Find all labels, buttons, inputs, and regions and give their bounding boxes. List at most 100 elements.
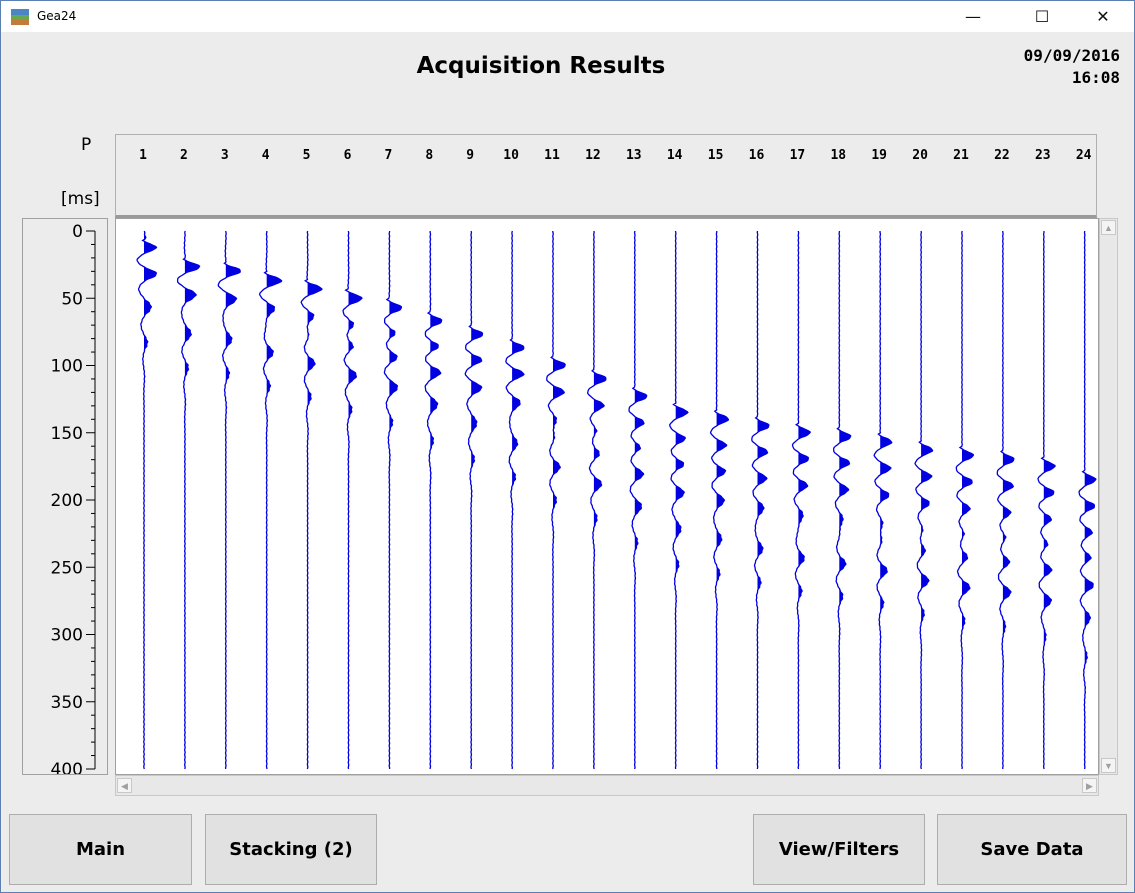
channel-label: 8 bbox=[425, 148, 434, 163]
trace-line bbox=[832, 230, 847, 770]
time-label: 16:08 bbox=[1071, 68, 1120, 87]
trace-line bbox=[217, 230, 234, 770]
y-tick-label: 250 bbox=[51, 558, 83, 578]
scroll-down-icon[interactable]: ▼ bbox=[1101, 758, 1116, 773]
trace-fill bbox=[144, 231, 158, 769]
y-tick-label: 300 bbox=[51, 626, 83, 646]
time-axis-panel: 0 50 100 150 200 250 300 350 400 bbox=[22, 218, 108, 775]
trace-line bbox=[546, 230, 561, 769]
channel-label: 19 bbox=[871, 148, 888, 163]
maximize-button[interactable]: ☐ bbox=[1034, 7, 1050, 26]
trace-fill bbox=[225, 231, 241, 769]
trace-fill bbox=[634, 231, 648, 769]
trace-fill bbox=[266, 231, 283, 769]
app-logo-icon bbox=[11, 9, 29, 25]
channel-label: 15 bbox=[707, 148, 724, 163]
trace-line bbox=[424, 230, 437, 770]
channel-header-box bbox=[115, 134, 1097, 218]
channel-label: 23 bbox=[1034, 148, 1051, 163]
trace-fill bbox=[593, 231, 607, 769]
channel-label: 4 bbox=[261, 148, 270, 163]
y-tick-label: 150 bbox=[51, 424, 83, 444]
channel-label: 11 bbox=[544, 148, 560, 163]
channel-label: 12 bbox=[585, 148, 601, 163]
trace-line bbox=[342, 230, 357, 770]
channel-label: 22 bbox=[994, 148, 1010, 163]
channel-label: 1 bbox=[139, 148, 147, 163]
save-data-button[interactable]: Save Data bbox=[937, 814, 1127, 885]
trace-line bbox=[996, 230, 1010, 770]
channel-label: 2 bbox=[179, 148, 188, 163]
y-tick-label: 400 bbox=[51, 760, 83, 774]
trace-line bbox=[628, 230, 642, 770]
trace-fill bbox=[962, 231, 974, 769]
trace-line bbox=[955, 230, 969, 770]
title-bar[interactable]: Gea24 — ☐ ✕ bbox=[1, 1, 1134, 32]
scroll-up-icon[interactable]: ▲ bbox=[1101, 220, 1116, 235]
trace-line bbox=[383, 230, 397, 770]
trace-line bbox=[505, 230, 520, 770]
channel-label: 21 bbox=[953, 148, 969, 163]
trace-line bbox=[709, 230, 724, 770]
y-tick-label: 200 bbox=[51, 491, 83, 511]
trace-fill bbox=[430, 231, 443, 769]
y-tick-label: 100 bbox=[51, 357, 83, 377]
trace-line bbox=[1078, 230, 1092, 770]
trace-line bbox=[587, 230, 601, 770]
trace-fill bbox=[839, 231, 852, 769]
channel-label: 18 bbox=[830, 148, 847, 163]
trace-canvas bbox=[136, 230, 1097, 770]
scroll-right-icon[interactable]: ▶ bbox=[1082, 778, 1097, 793]
trace-fill bbox=[348, 231, 363, 769]
trace-line bbox=[791, 230, 806, 770]
channel-label: 20 bbox=[912, 148, 928, 163]
trace-line bbox=[258, 230, 276, 770]
channel-label: 7 bbox=[384, 148, 393, 163]
trace-line bbox=[176, 230, 194, 770]
trace-fill bbox=[307, 231, 323, 769]
channel-label: 24 bbox=[1075, 148, 1092, 163]
y-tick-label: 350 bbox=[51, 693, 83, 713]
trace-fill bbox=[1002, 231, 1015, 769]
trace-fill bbox=[512, 231, 525, 769]
date-label: 09/09/2016 bbox=[1023, 46, 1120, 65]
channel-label: 14 bbox=[666, 148, 683, 163]
horizontal-scrollbar[interactable]: ◀ ▶ bbox=[115, 775, 1099, 796]
trace-fill bbox=[1084, 231, 1097, 769]
trace-fill bbox=[921, 231, 934, 769]
seismogram-plot[interactable] bbox=[115, 218, 1099, 775]
main-button[interactable]: Main bbox=[9, 814, 192, 885]
trace-fill bbox=[798, 231, 811, 769]
y-tick-label: 0 bbox=[72, 222, 83, 242]
trace-line bbox=[300, 230, 316, 770]
channel-label: 3 bbox=[220, 148, 229, 163]
time-axis: 0 50 100 150 200 250 300 350 400 bbox=[51, 222, 96, 774]
channel-label: 17 bbox=[789, 148, 806, 163]
trace-fill bbox=[1043, 231, 1056, 769]
channel-label: 13 bbox=[625, 148, 642, 163]
view-filters-button[interactable]: View/Filters bbox=[753, 814, 925, 885]
vertical-scrollbar[interactable]: ▲ ▼ bbox=[1099, 218, 1118, 775]
minimize-button[interactable]: — bbox=[965, 7, 981, 26]
stacking-button[interactable]: Stacking (2) bbox=[205, 814, 377, 885]
page-title: Acquisition Results bbox=[416, 53, 666, 79]
trace-line bbox=[669, 230, 683, 770]
channel-label: 6 bbox=[343, 148, 352, 163]
channel-label: 10 bbox=[503, 148, 519, 163]
trace-line bbox=[136, 230, 152, 770]
trace-fill bbox=[184, 231, 201, 769]
trace-line bbox=[751, 230, 765, 770]
trace-fill bbox=[675, 231, 689, 769]
close-button[interactable]: ✕ bbox=[1096, 7, 1110, 26]
channel-label: 5 bbox=[302, 148, 311, 163]
scroll-left-icon[interactable]: ◀ bbox=[117, 778, 132, 793]
date-time: 09/09/2016 16:08 bbox=[1024, 45, 1120, 89]
time-unit-label: [ms] bbox=[61, 189, 100, 209]
trace-line bbox=[914, 230, 928, 770]
channel-header-label: P bbox=[81, 135, 92, 155]
trace-fill bbox=[389, 231, 403, 769]
y-tick-label: 50 bbox=[61, 289, 83, 309]
trace-fill bbox=[716, 231, 730, 769]
trace-line bbox=[464, 230, 478, 770]
